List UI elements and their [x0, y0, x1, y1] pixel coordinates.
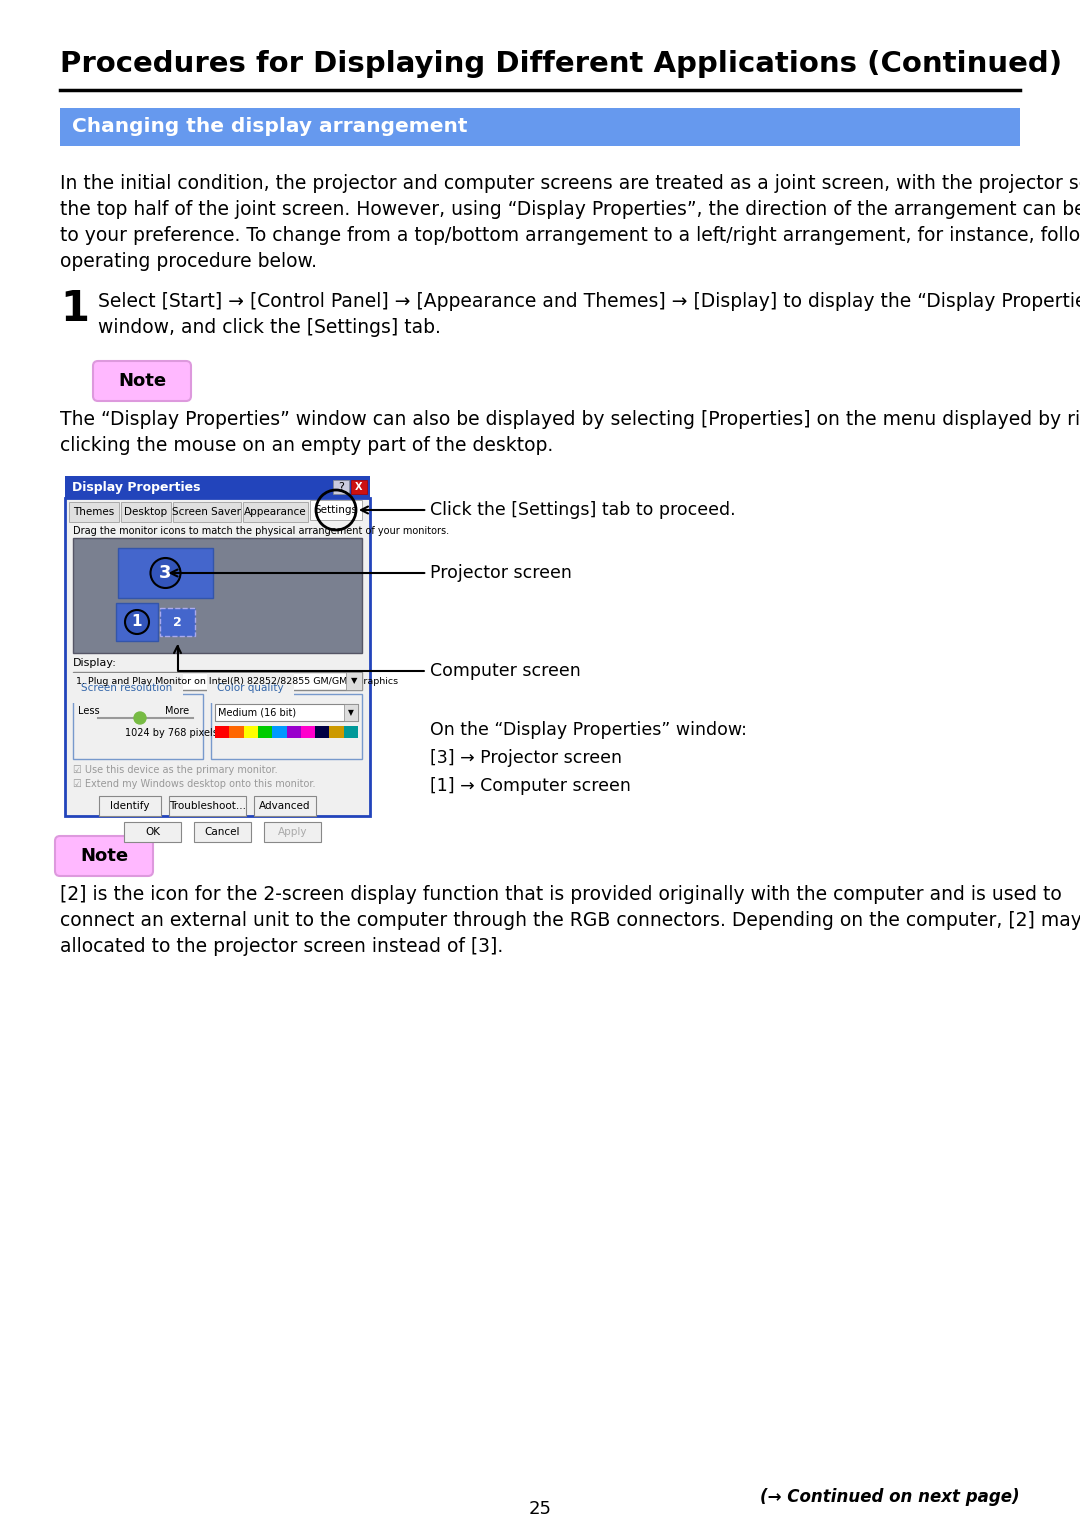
FancyBboxPatch shape — [286, 725, 301, 738]
Text: Note: Note — [118, 373, 166, 389]
FancyBboxPatch shape — [351, 479, 367, 495]
Text: Troubleshoot...: Troubleshoot... — [168, 802, 246, 811]
Text: Select [Start] → [Control Panel] → [Appearance and Themes] → [Display] to displa: Select [Start] → [Control Panel] → [Appe… — [98, 292, 1080, 312]
FancyBboxPatch shape — [173, 502, 241, 522]
FancyBboxPatch shape — [124, 822, 181, 841]
Text: The “Display Properties” window can also be displayed by selecting [Properties] : The “Display Properties” window can also… — [60, 411, 1080, 429]
FancyBboxPatch shape — [310, 499, 362, 521]
FancyBboxPatch shape — [65, 498, 370, 815]
FancyBboxPatch shape — [215, 704, 357, 721]
FancyBboxPatch shape — [243, 502, 308, 522]
Text: allocated to the projector screen instead of [3].: allocated to the projector screen instea… — [60, 938, 503, 956]
Text: OK: OK — [145, 828, 160, 837]
FancyBboxPatch shape — [333, 479, 349, 495]
Text: Screen Saver: Screen Saver — [173, 507, 242, 518]
FancyBboxPatch shape — [118, 548, 213, 599]
FancyBboxPatch shape — [168, 796, 246, 815]
FancyBboxPatch shape — [73, 693, 203, 759]
Text: Settings: Settings — [314, 505, 357, 515]
Text: 1: 1 — [132, 614, 143, 629]
Text: Cancel: Cancel — [205, 828, 240, 837]
Text: Changing the display arrangement: Changing the display arrangement — [72, 118, 468, 136]
FancyBboxPatch shape — [55, 835, 153, 876]
Text: Procedures for Displaying Different Applications (Continued): Procedures for Displaying Different Appl… — [60, 50, 1062, 78]
Text: Drag the monitor icons to match the physical arrangement of your monitors.: Drag the monitor icons to match the phys… — [73, 525, 449, 536]
Text: connect an external unit to the computer through the RGB connectors. Depending o: connect an external unit to the computer… — [60, 912, 1080, 930]
Text: X: X — [355, 483, 363, 492]
Text: ?: ? — [338, 483, 343, 492]
FancyBboxPatch shape — [315, 725, 329, 738]
Text: [2] is the icon for the 2-screen display function that is provided originally wi: [2] is the icon for the 2-screen display… — [60, 886, 1062, 904]
FancyBboxPatch shape — [211, 693, 362, 759]
FancyBboxPatch shape — [345, 704, 357, 721]
Text: operating procedure below.: operating procedure below. — [60, 252, 318, 270]
FancyBboxPatch shape — [346, 672, 362, 690]
FancyBboxPatch shape — [215, 725, 229, 738]
FancyBboxPatch shape — [343, 725, 357, 738]
Text: window, and click the [Settings] tab.: window, and click the [Settings] tab. — [98, 318, 441, 337]
Text: ☑ Extend my Windows desktop onto this monitor.: ☑ Extend my Windows desktop onto this mo… — [73, 779, 315, 789]
FancyBboxPatch shape — [244, 725, 258, 738]
Text: In the initial condition, the projector and computer screens are treated as a jo: In the initial condition, the projector … — [60, 174, 1080, 192]
Text: 1. Plug and Play Monitor on Intel(R) 82852/82855 GM/GME Graphics: 1. Plug and Play Monitor on Intel(R) 828… — [76, 676, 399, 686]
Text: the top half of the joint screen. However, using “Display Properties”, the direc: the top half of the joint screen. Howeve… — [60, 200, 1080, 218]
Text: Display Properties: Display Properties — [72, 481, 201, 493]
Circle shape — [125, 609, 149, 634]
Text: On the “Display Properties” window:: On the “Display Properties” window: — [430, 721, 747, 739]
Text: ▼: ▼ — [348, 709, 354, 718]
FancyBboxPatch shape — [73, 672, 362, 690]
Text: Medium (16 bit): Medium (16 bit) — [218, 707, 296, 718]
Text: Less: Less — [78, 705, 99, 716]
FancyBboxPatch shape — [160, 608, 195, 637]
Text: 25: 25 — [528, 1500, 552, 1518]
Text: ▼: ▼ — [351, 676, 357, 686]
FancyBboxPatch shape — [254, 796, 316, 815]
FancyBboxPatch shape — [258, 725, 272, 738]
FancyBboxPatch shape — [116, 603, 158, 641]
Text: Projector screen: Projector screen — [171, 563, 572, 582]
Text: 2: 2 — [173, 615, 181, 629]
Text: Desktop: Desktop — [124, 507, 167, 518]
FancyBboxPatch shape — [93, 360, 191, 402]
Text: Appearance: Appearance — [244, 507, 307, 518]
FancyBboxPatch shape — [99, 796, 161, 815]
Text: Click the [Settings] tab to proceed.: Click the [Settings] tab to proceed. — [361, 501, 735, 519]
Text: 1: 1 — [60, 289, 89, 330]
FancyBboxPatch shape — [69, 502, 119, 522]
Text: Color quality: Color quality — [217, 683, 284, 693]
Text: ☑ Use this device as the primary monitor.: ☑ Use this device as the primary monitor… — [73, 765, 278, 776]
Circle shape — [134, 712, 146, 724]
FancyBboxPatch shape — [301, 725, 315, 738]
Text: Apply: Apply — [278, 828, 307, 837]
Text: [3] → Projector screen: [3] → Projector screen — [430, 750, 622, 767]
Text: Identify: Identify — [110, 802, 150, 811]
Circle shape — [150, 557, 180, 588]
Text: 1024 by 768 pixels: 1024 by 768 pixels — [125, 728, 218, 738]
FancyBboxPatch shape — [272, 725, 286, 738]
Text: Themes: Themes — [73, 507, 114, 518]
FancyBboxPatch shape — [121, 502, 171, 522]
Text: Computer screen: Computer screen — [174, 646, 581, 680]
Text: Display:: Display: — [73, 658, 117, 667]
Text: More: More — [165, 705, 189, 716]
FancyBboxPatch shape — [264, 822, 321, 841]
Text: to your preference. To change from a top/bottom arrangement to a left/right arra: to your preference. To change from a top… — [60, 226, 1080, 244]
FancyBboxPatch shape — [229, 725, 244, 738]
FancyBboxPatch shape — [73, 538, 362, 654]
Text: Note: Note — [80, 847, 129, 864]
Text: Screen resolution: Screen resolution — [81, 683, 172, 693]
FancyBboxPatch shape — [194, 822, 251, 841]
Text: [1] → Computer screen: [1] → Computer screen — [430, 777, 631, 796]
Text: Advanced: Advanced — [259, 802, 311, 811]
FancyBboxPatch shape — [65, 476, 370, 498]
Text: clicking the mouse on an empty part of the desktop.: clicking the mouse on an empty part of t… — [60, 437, 553, 455]
FancyBboxPatch shape — [329, 725, 343, 738]
FancyBboxPatch shape — [60, 108, 1020, 147]
Text: 3: 3 — [159, 563, 172, 582]
Text: (→ Continued on next page): (→ Continued on next page) — [760, 1487, 1020, 1506]
